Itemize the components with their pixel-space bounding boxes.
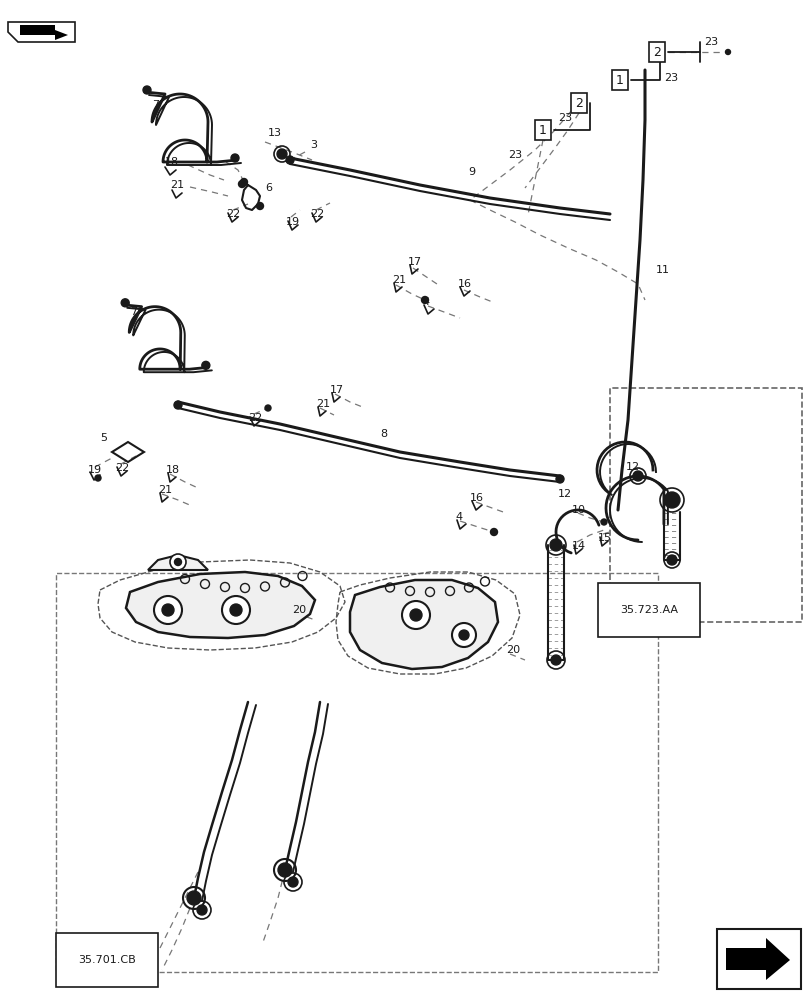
Text: 20: 20 <box>292 605 306 615</box>
Text: 15: 15 <box>597 533 611 543</box>
Polygon shape <box>8 22 75 42</box>
Text: 17: 17 <box>407 257 422 267</box>
Polygon shape <box>148 555 208 570</box>
Text: 4: 4 <box>422 297 428 307</box>
Circle shape <box>421 296 428 304</box>
Text: 9: 9 <box>467 167 474 177</box>
Text: 14: 14 <box>571 541 586 551</box>
Text: 22: 22 <box>310 209 324 219</box>
Circle shape <box>410 609 422 621</box>
Circle shape <box>288 877 298 887</box>
Circle shape <box>230 604 242 616</box>
Circle shape <box>277 863 292 877</box>
Text: 5: 5 <box>100 433 107 443</box>
Text: 2: 2 <box>652 46 660 59</box>
FancyBboxPatch shape <box>716 929 800 989</box>
Text: 23: 23 <box>557 113 572 123</box>
Polygon shape <box>20 25 68 40</box>
Text: 18: 18 <box>165 465 180 475</box>
Circle shape <box>221 596 250 624</box>
Text: 20: 20 <box>505 645 520 655</box>
Circle shape <box>197 905 207 915</box>
Circle shape <box>724 50 730 55</box>
Text: 23: 23 <box>703 37 717 47</box>
Text: 22: 22 <box>247 413 262 423</box>
Circle shape <box>285 156 294 164</box>
Circle shape <box>240 179 247 186</box>
Text: 13: 13 <box>268 128 281 138</box>
Text: 18: 18 <box>165 157 179 167</box>
Circle shape <box>401 601 430 629</box>
Circle shape <box>663 492 679 508</box>
Circle shape <box>452 623 475 647</box>
Circle shape <box>143 86 151 94</box>
Text: 23: 23 <box>508 150 521 160</box>
Text: 21: 21 <box>169 180 184 190</box>
Circle shape <box>256 203 264 210</box>
Text: 21: 21 <box>158 485 172 495</box>
Text: 12: 12 <box>557 489 572 499</box>
Circle shape <box>230 154 238 162</box>
Text: 8: 8 <box>380 429 387 439</box>
Text: 2: 2 <box>574 97 582 110</box>
Text: 1: 1 <box>539 124 547 137</box>
Circle shape <box>600 519 607 525</box>
Circle shape <box>202 361 209 369</box>
Circle shape <box>174 558 182 566</box>
Text: 35.723.AA: 35.723.AA <box>620 605 677 615</box>
Circle shape <box>95 475 101 481</box>
Text: 4: 4 <box>454 512 461 522</box>
Circle shape <box>174 401 182 409</box>
Text: 21: 21 <box>392 275 406 285</box>
Circle shape <box>162 604 174 616</box>
Polygon shape <box>350 580 497 669</box>
Circle shape <box>666 555 676 565</box>
Circle shape <box>264 405 271 411</box>
Circle shape <box>458 630 469 640</box>
Text: 19: 19 <box>88 465 102 475</box>
Text: 1: 1 <box>616 74 623 87</box>
Text: 7: 7 <box>152 100 159 110</box>
Circle shape <box>551 655 560 665</box>
Circle shape <box>490 528 497 536</box>
Text: 12: 12 <box>625 462 639 472</box>
Circle shape <box>121 299 129 307</box>
Text: 16: 16 <box>457 279 471 289</box>
Polygon shape <box>126 572 315 638</box>
Text: 35.701.CB: 35.701.CB <box>78 955 135 965</box>
Text: 19: 19 <box>285 217 300 227</box>
Circle shape <box>277 149 286 159</box>
Polygon shape <box>725 938 789 980</box>
Text: 3: 3 <box>310 140 316 150</box>
Circle shape <box>169 554 186 570</box>
Text: 23: 23 <box>663 73 677 83</box>
Text: 21: 21 <box>315 399 330 409</box>
Circle shape <box>154 596 182 624</box>
Text: 11: 11 <box>655 265 669 275</box>
Text: 16: 16 <box>470 493 483 503</box>
Text: 22: 22 <box>115 463 129 473</box>
Text: 10: 10 <box>571 505 586 515</box>
Circle shape <box>549 539 561 551</box>
Circle shape <box>556 475 564 483</box>
Text: 17: 17 <box>329 385 344 395</box>
Text: 6: 6 <box>264 183 272 193</box>
Text: 22: 22 <box>225 209 240 219</box>
Circle shape <box>187 891 201 905</box>
Circle shape <box>238 181 245 188</box>
Circle shape <box>633 471 642 481</box>
Text: 7: 7 <box>130 307 137 317</box>
